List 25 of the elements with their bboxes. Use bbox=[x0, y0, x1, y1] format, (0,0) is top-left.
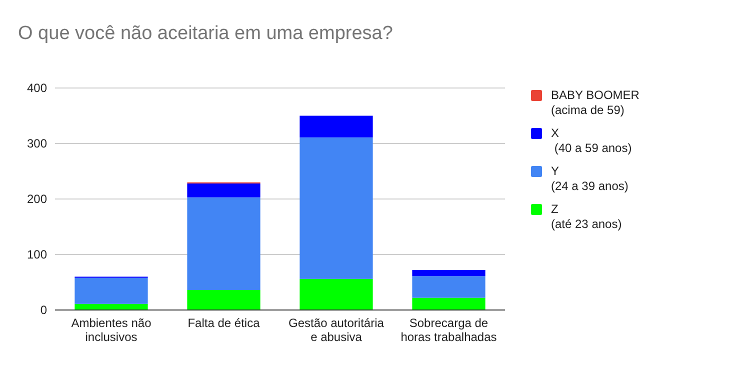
bar bbox=[412, 276, 486, 298]
x-tick-label: Sobrecarga de horas trabalhadas bbox=[400, 316, 497, 344]
y-tick-label: 200 bbox=[26, 192, 48, 206]
y-tick-label: 400 bbox=[26, 81, 48, 95]
y-tick-label: 100 bbox=[26, 248, 48, 262]
legend-label: Y (24 a 39 anos) bbox=[551, 164, 628, 193]
bar bbox=[412, 270, 486, 276]
bar bbox=[300, 116, 373, 138]
bar bbox=[74, 278, 148, 304]
x-tick-label: Falta de ética bbox=[188, 316, 260, 330]
legend-label: Z (até 23 anos) bbox=[551, 202, 622, 231]
bar bbox=[412, 298, 486, 310]
bar bbox=[74, 304, 148, 310]
y-tick-label: 300 bbox=[26, 136, 48, 150]
x-tick-label: Gestão autoritária e abusiva bbox=[288, 316, 384, 344]
bar bbox=[187, 183, 260, 198]
chart-title: O que você não aceitaria em uma empresa? bbox=[18, 23, 393, 44]
bar bbox=[300, 137, 373, 279]
y-tick-label: 0 bbox=[40, 303, 48, 317]
bar bbox=[187, 290, 260, 310]
legend-label: X (40 a 59 anos) bbox=[551, 126, 632, 155]
bar bbox=[300, 278, 373, 310]
x-tick-label: Ambientes não inclusivos bbox=[71, 316, 152, 344]
bar bbox=[187, 197, 260, 290]
legend-label: BABY BOOMER (acima de 59) bbox=[551, 88, 640, 117]
